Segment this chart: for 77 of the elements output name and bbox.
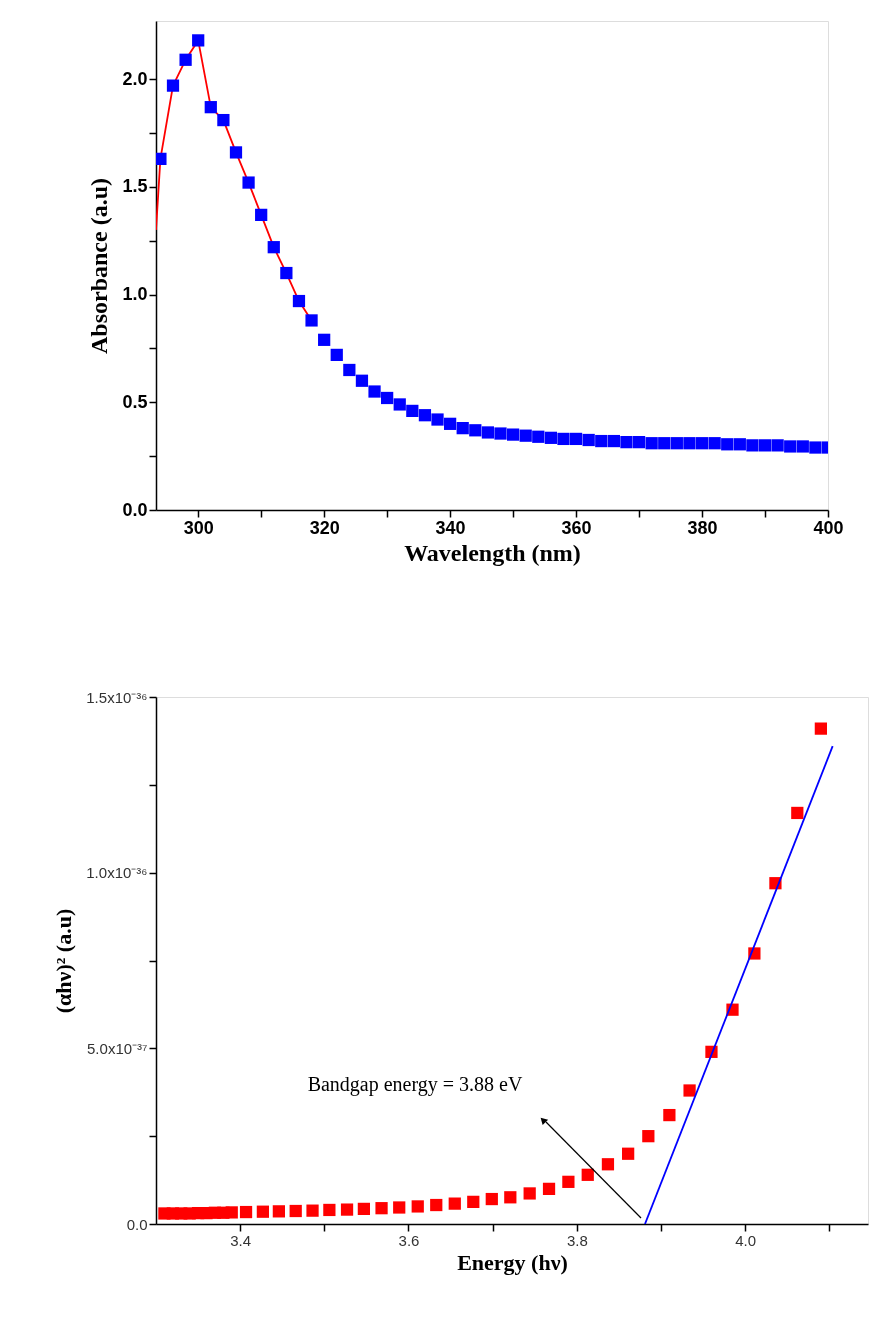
x-tick-label: 3.8 xyxy=(566,1231,588,1249)
point xyxy=(217,113,230,127)
point xyxy=(179,53,192,66)
point xyxy=(632,436,646,449)
point xyxy=(708,437,721,450)
point xyxy=(809,441,822,454)
point xyxy=(255,208,268,221)
point xyxy=(469,424,482,437)
point xyxy=(156,152,167,165)
point xyxy=(431,413,444,426)
y-tick-label: 0.0 xyxy=(126,1215,148,1233)
point xyxy=(746,439,759,452)
y-tick-label: 1.5 xyxy=(122,176,148,197)
point xyxy=(330,348,343,362)
y-tick-label: 1.0x10⁻³⁶ xyxy=(86,864,148,882)
point xyxy=(292,294,306,308)
point xyxy=(166,79,180,92)
x-tick-label: 380 xyxy=(687,517,718,538)
point xyxy=(267,241,280,254)
x-tick-label: 320 xyxy=(309,517,340,538)
point xyxy=(204,101,217,114)
x-tick-label: 340 xyxy=(435,517,466,538)
y-tick-label: 5.0x10⁻³⁷ xyxy=(87,1039,148,1057)
point xyxy=(758,439,772,452)
point xyxy=(393,398,406,411)
y-tick-label: 0.5 xyxy=(122,391,148,412)
point xyxy=(494,427,507,440)
x-tick-label: 400 xyxy=(813,517,844,538)
y-tick-label: 1.0 xyxy=(122,284,148,305)
point xyxy=(318,333,331,346)
point xyxy=(305,314,318,327)
x-axis-title: Energy (hν) xyxy=(457,1249,568,1275)
point xyxy=(355,374,369,387)
point xyxy=(192,34,205,47)
x-tick-label: 3.4 xyxy=(230,1231,252,1249)
point xyxy=(645,437,658,450)
point xyxy=(771,439,784,452)
point xyxy=(796,440,809,453)
x-axis-title: Wavelength (nm) xyxy=(404,539,581,566)
point xyxy=(343,363,356,377)
point xyxy=(607,434,620,448)
y-tick-label: 1.5x10⁻³⁶ xyxy=(86,688,148,706)
point xyxy=(418,409,432,422)
x-tick-label: 360 xyxy=(561,517,592,538)
point xyxy=(582,433,595,447)
x-tick-label: 300 xyxy=(183,517,214,538)
y-tick-label: 0.0 xyxy=(122,499,148,520)
point xyxy=(456,422,469,435)
point xyxy=(381,391,394,405)
point xyxy=(569,432,583,446)
point xyxy=(658,437,671,450)
annotation: Bandgap energy = 3.88 eV xyxy=(307,1073,523,1096)
point xyxy=(443,417,457,430)
point xyxy=(280,266,293,280)
point xyxy=(519,429,532,442)
point xyxy=(733,438,746,451)
point xyxy=(406,404,419,418)
point xyxy=(242,176,255,189)
point xyxy=(368,385,381,398)
x-tick-label: 4.0 xyxy=(735,1231,757,1249)
point xyxy=(721,438,734,451)
point xyxy=(784,440,797,453)
point xyxy=(595,434,608,448)
point xyxy=(506,428,520,441)
y-axis-title: (αhν)² (a.u) xyxy=(51,908,77,1014)
point xyxy=(670,437,683,450)
x-tick-label: 3.6 xyxy=(398,1231,420,1249)
point xyxy=(481,426,495,439)
point xyxy=(557,432,570,446)
y-tick-label: 2.0 xyxy=(122,68,148,89)
point xyxy=(544,431,558,444)
point xyxy=(620,436,633,449)
point xyxy=(695,437,709,450)
point xyxy=(532,430,545,443)
y-axis-title: Absorbance (a.u) xyxy=(86,177,113,355)
point xyxy=(229,146,243,159)
point xyxy=(683,437,696,450)
